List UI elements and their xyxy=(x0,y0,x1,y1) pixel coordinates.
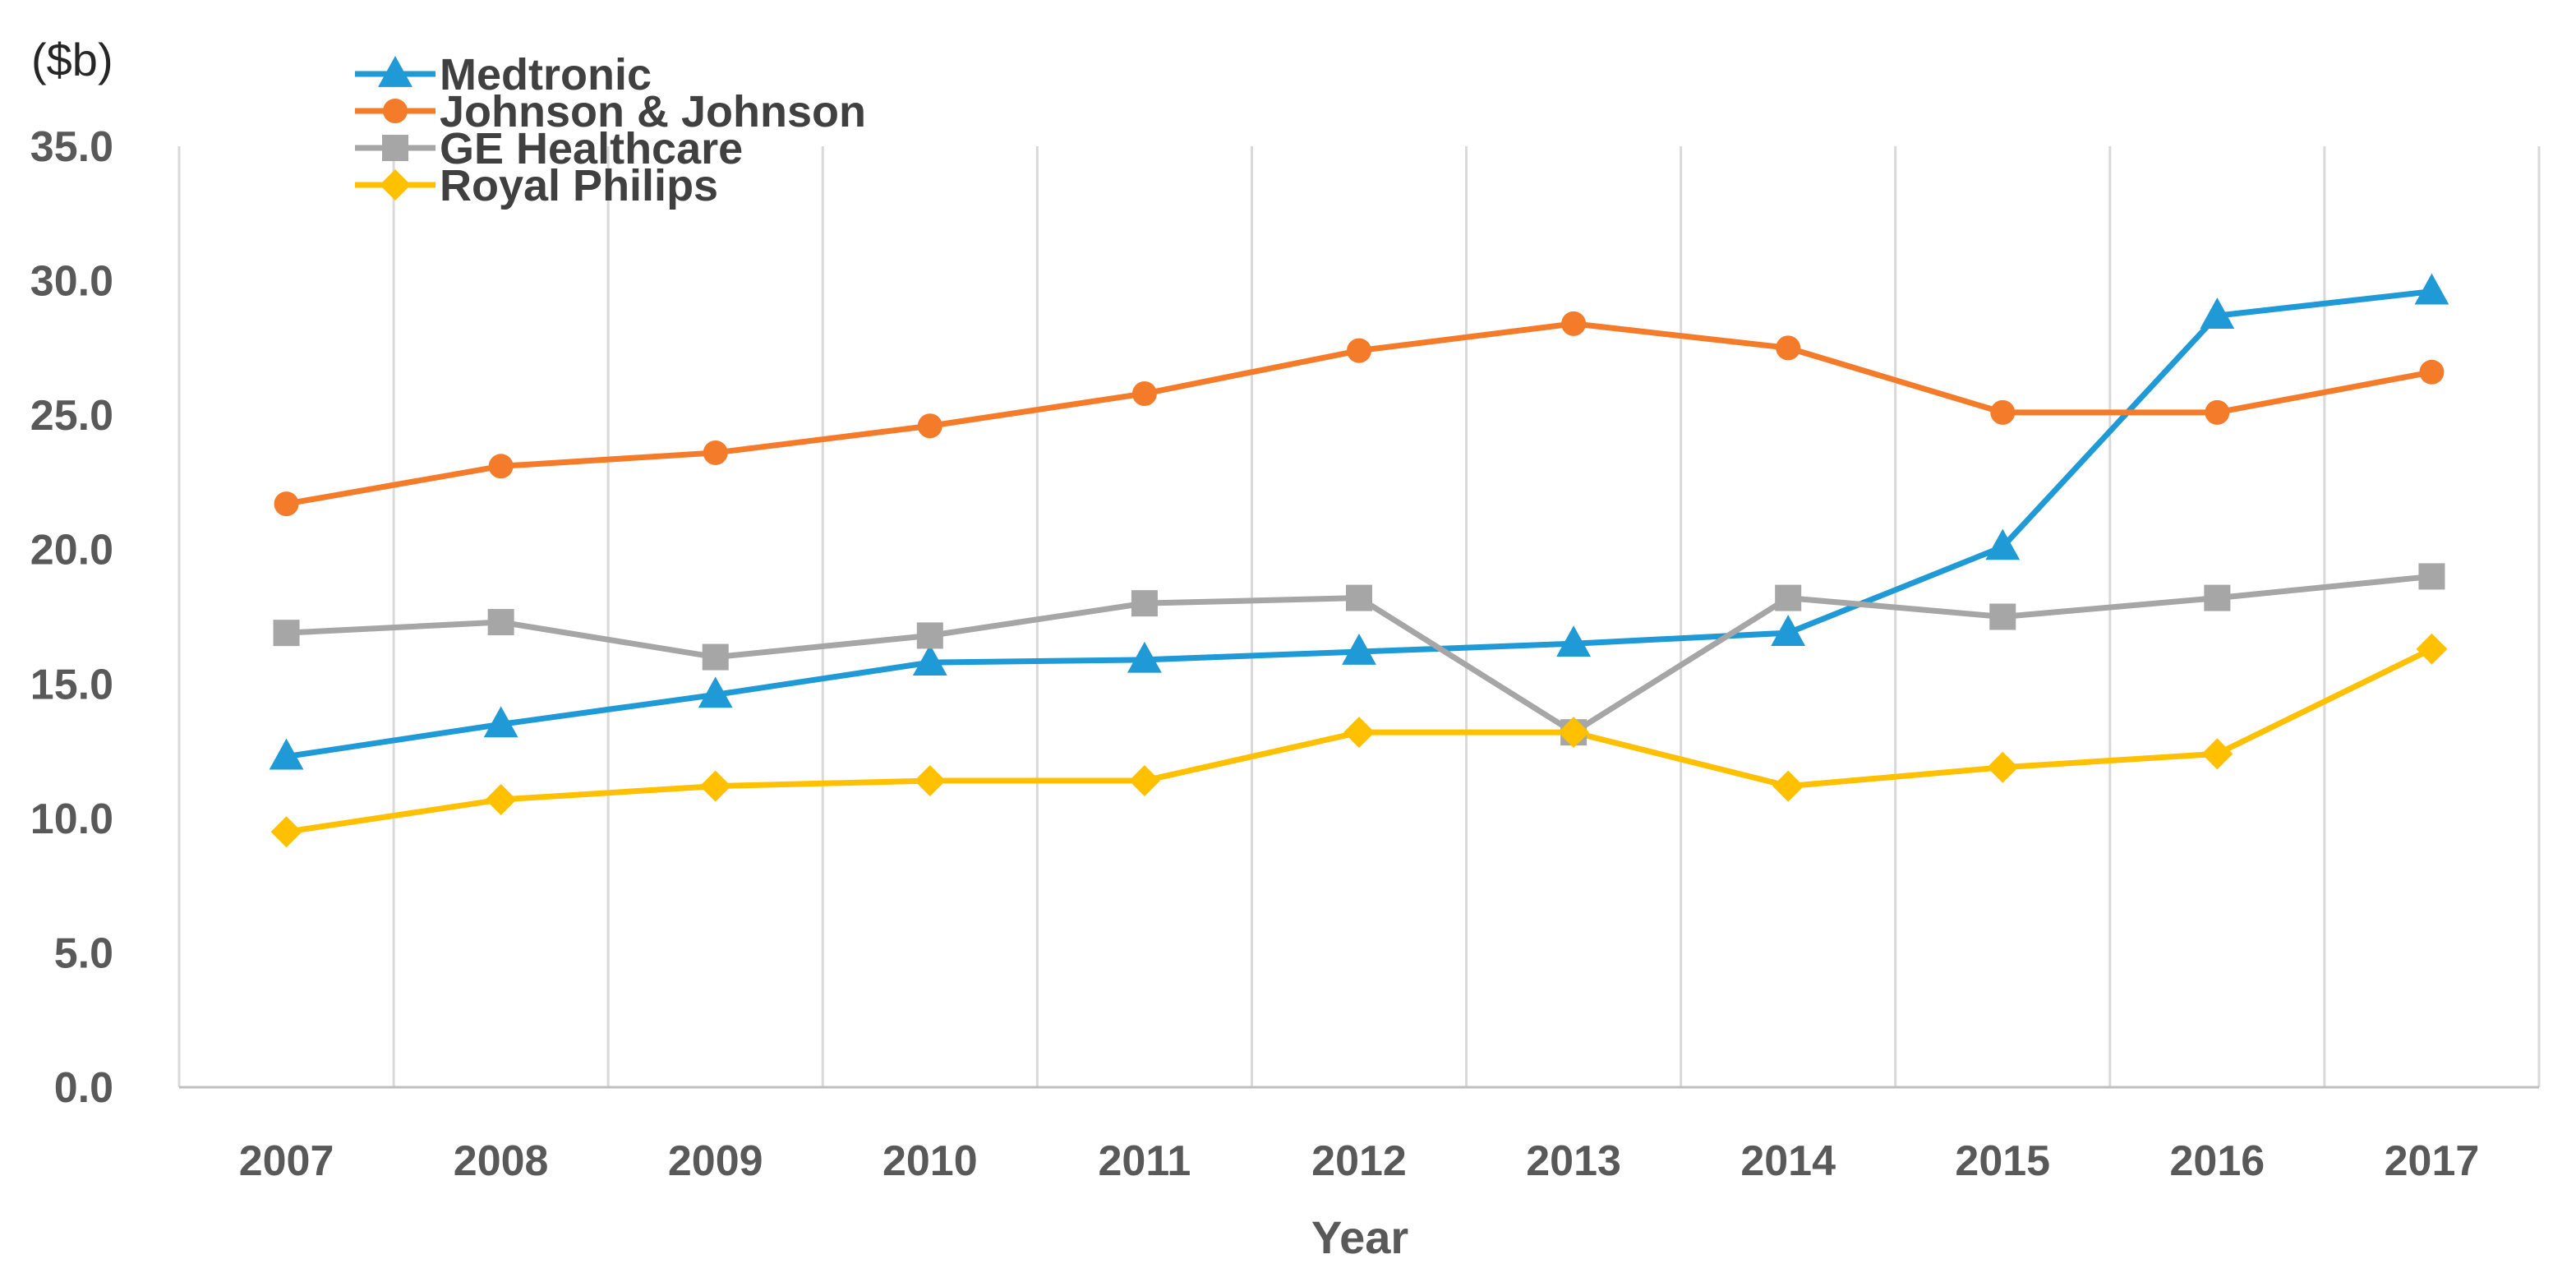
x-tick-label: 2012 xyxy=(1311,1137,1407,1185)
data-point-ge-healthcare xyxy=(1131,590,1158,617)
x-tick-label: 2011 xyxy=(1099,1137,1191,1185)
y-tick-labels: 0.0 5.0 10.0 15.0 20.0 25.0 30.0 35.0 xyxy=(30,123,113,1112)
series-markers xyxy=(269,273,2449,848)
x-tick-label: 2009 xyxy=(668,1137,763,1185)
x-tick-labels: 2007 2008 2009 2010 2011 2012 2013 2014 2015 2016… xyxy=(239,1137,2480,1185)
data-point-johnson-johnson xyxy=(1776,335,1801,361)
data-point-ge-healthcare xyxy=(1989,603,2016,630)
legend-label-ge-healthcare: GE Healthcare xyxy=(440,124,743,173)
data-point-johnson-johnson xyxy=(2205,399,2230,425)
data-point-ge-healthcare xyxy=(702,643,729,671)
data-point-ge-healthcare xyxy=(1346,584,1372,611)
x-tick-label: 2007 xyxy=(239,1137,334,1185)
data-point-ge-healthcare xyxy=(2204,584,2231,611)
data-point-medtronic xyxy=(912,644,947,676)
x-tick-label: 2013 xyxy=(1526,1137,1621,1185)
data-point-royal-philips xyxy=(699,770,731,802)
data-point-medtronic xyxy=(2200,297,2235,329)
grid-lines xyxy=(177,146,2541,1087)
data-point-johnson-johnson xyxy=(703,440,728,465)
data-point-johnson-johnson xyxy=(1131,380,1157,406)
x-axis-title: Year xyxy=(1311,1211,1408,1263)
x-tick-label: 2015 xyxy=(1955,1137,2050,1185)
x-tick-label: 2008 xyxy=(454,1137,549,1185)
data-point-medtronic xyxy=(1771,615,1806,646)
data-point-johnson-johnson xyxy=(1561,311,1587,336)
data-point-royal-philips xyxy=(1772,770,1804,802)
data-point-medtronic xyxy=(1342,634,1376,665)
data-point-medtronic xyxy=(1127,641,1162,673)
y-tick-label: 5.0 xyxy=(54,929,113,977)
y-tick-label: 25.0 xyxy=(30,392,113,440)
data-point-royal-philips xyxy=(1987,751,2019,783)
data-point-royal-philips xyxy=(485,783,517,815)
y-axis-unit-label: ($b) xyxy=(31,34,113,85)
data-point-medtronic xyxy=(1985,528,2021,560)
legend-marker-johnson-johnson xyxy=(383,99,408,123)
legend-label-royal-philips: Royal Philips xyxy=(440,161,718,210)
legend-marker-medtronic xyxy=(378,56,412,87)
data-point-johnson-johnson xyxy=(488,454,514,479)
x-tick-label: 2014 xyxy=(1740,1137,1836,1185)
data-point-ge-healthcare xyxy=(1775,584,1802,611)
data-point-medtronic xyxy=(1556,625,1591,657)
x-tick-label: 2010 xyxy=(882,1137,978,1185)
legend-label-medtronic: Medtronic xyxy=(440,50,652,99)
data-point-royal-philips xyxy=(2201,738,2233,770)
data-point-johnson-johnson xyxy=(274,491,299,517)
y-tick-label: 35.0 xyxy=(30,123,113,171)
legend-label-johnson-johnson: Johnson & Johnson xyxy=(440,87,866,136)
data-point-ge-healthcare xyxy=(487,609,514,636)
data-point-royal-philips xyxy=(1558,717,1590,749)
data-point-medtronic xyxy=(269,738,304,770)
legend-marker-royal-philips xyxy=(380,169,411,201)
data-point-royal-philips xyxy=(1343,717,1375,749)
data-point-ge-healthcare xyxy=(273,620,300,647)
y-tick-label: 0.0 xyxy=(54,1064,113,1112)
data-point-johnson-johnson xyxy=(1347,338,1371,363)
legend-marker-ge-healthcare xyxy=(382,135,408,161)
y-tick-label: 30.0 xyxy=(30,258,113,306)
y-tick-label: 10.0 xyxy=(30,795,113,843)
data-point-ge-healthcare xyxy=(2418,563,2445,590)
data-point-johnson-johnson xyxy=(2419,359,2445,385)
data-point-medtronic xyxy=(483,706,518,738)
x-tick-label: 2017 xyxy=(2385,1137,2480,1185)
data-point-royal-philips xyxy=(2416,633,2448,665)
data-point-royal-philips xyxy=(914,765,946,797)
data-point-medtronic xyxy=(698,676,733,708)
data-point-royal-philips xyxy=(270,816,302,848)
y-tick-label: 20.0 xyxy=(30,527,113,574)
data-point-johnson-johnson xyxy=(917,413,942,439)
x-tick-label: 2016 xyxy=(2170,1137,2265,1185)
y-tick-label: 15.0 xyxy=(30,661,113,708)
data-point-medtronic xyxy=(2414,273,2449,305)
data-point-royal-philips xyxy=(1128,765,1160,797)
data-point-ge-healthcare xyxy=(916,622,943,649)
data-point-johnson-johnson xyxy=(1990,399,2016,425)
